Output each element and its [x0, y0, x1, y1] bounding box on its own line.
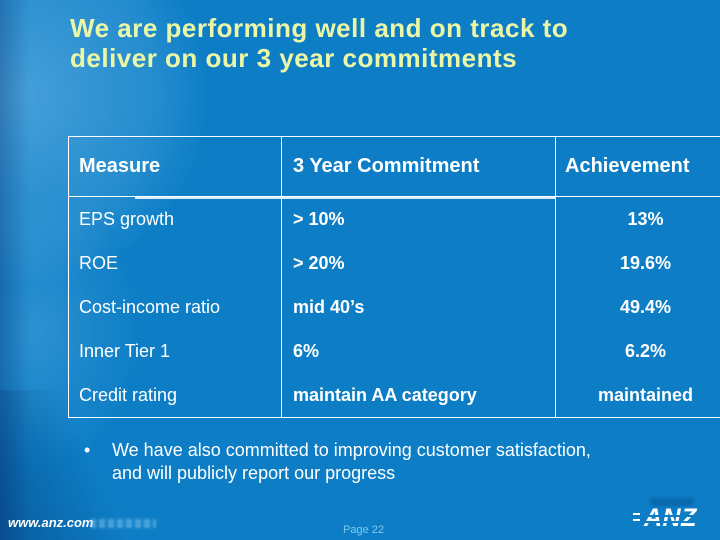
slide-title-line-2: deliver on our 3 year commitments [70, 43, 518, 73]
background-bottomleft-shade [0, 390, 170, 540]
slide-title-line-1: We are performing well and on track to [70, 13, 569, 43]
website-link[interactable]: www.anz.com [8, 515, 94, 530]
bullet-text-line-2: and will publicly report our progress [112, 463, 396, 483]
faint-watermark-above-logo [650, 498, 694, 506]
slide-title: We are performing well and on track to d… [70, 13, 710, 73]
commitment-cell: maintain AA category [281, 373, 556, 418]
anz-logo-stripe [641, 521, 706, 523]
table-header-row: Measure 3 Year Commitment Achievement [68, 136, 720, 197]
column-header-commitment: 3 Year Commitment [281, 136, 556, 197]
bullet-text: We have also committed to improving cust… [112, 439, 591, 485]
faint-watermark-text [90, 519, 156, 528]
table-row: Credit rating maintain AA category maint… [69, 373, 720, 418]
achievement-cell: 49.4% [555, 285, 720, 329]
table-row: ROE > 20% 19.6% [69, 241, 720, 285]
measure-cell: ROE [79, 252, 119, 273]
commitment-cell: > 20% [281, 241, 556, 285]
column-header-measure: Measure [68, 136, 282, 197]
table-row: Cost-income ratio mid 40’s 49.4% [69, 285, 720, 329]
commitment-cell: > 10% [281, 196, 556, 241]
bullet-icon: • [84, 440, 91, 460]
achievement-cell: maintained [555, 373, 720, 418]
measure-cell: Cost-income ratio [79, 296, 221, 317]
table-row: Inner Tier 1 6% 6.2% [69, 329, 720, 373]
anz-logo-dash [633, 513, 640, 515]
bullet-text-line-1: We have also committed to improving cust… [112, 440, 591, 460]
measure-cell: Inner Tier 1 [79, 340, 171, 361]
column-header-achievement: Achievement [555, 136, 720, 197]
anz-logo-dash [633, 519, 640, 521]
commitment-cell: 6% [281, 329, 556, 373]
anz-logo-text: ANZ [644, 504, 697, 532]
achievement-cell: 6.2% [555, 329, 720, 373]
header-underline-decoration [135, 197, 556, 199]
achievement-cell: 19.6% [555, 241, 720, 285]
achievement-cell: 13% [555, 196, 720, 241]
anz-logo: ANZ [633, 504, 706, 532]
bullet-item: • We have also committed to improving cu… [84, 439, 670, 485]
anz-logo-stripe [641, 515, 706, 517]
commitment-cell: mid 40’s [281, 285, 556, 329]
table-row: EPS growth > 10% 13% [69, 196, 720, 241]
commitments-table: Measure 3 Year Commitment Achievement EP… [68, 136, 720, 418]
measure-cell: Credit rating [79, 384, 178, 405]
measure-cell: EPS growth [79, 208, 175, 229]
background-left-edge-shade [0, 0, 30, 540]
page-number: Page 22 [343, 524, 384, 536]
